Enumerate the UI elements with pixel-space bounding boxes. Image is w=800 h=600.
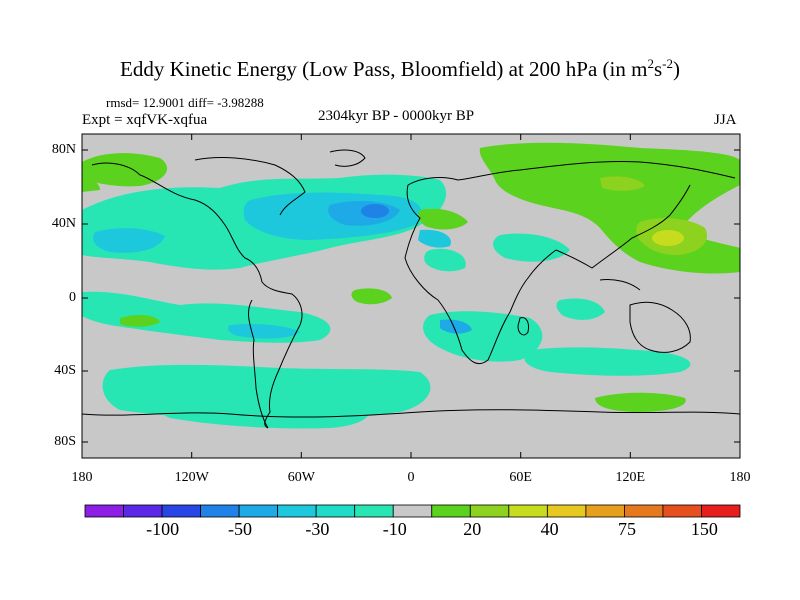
coastlines [82, 149, 740, 429]
stats-text: rmsd= 12.9001 diff= -3.98288 [106, 95, 264, 110]
period-label: 2304kyr BP - 0000kyr BP [318, 108, 475, 124]
colorbar-swatch [624, 504, 664, 518]
colorbar-label: 150 [690, 519, 718, 539]
colorbar-swatch [508, 504, 548, 518]
colorbar-swatch [662, 504, 702, 518]
lat-label-40n: 40N [51, 216, 76, 231]
lon-label-0: 0 [407, 470, 415, 485]
colorbar-label: 20 [463, 519, 482, 539]
colorbar-swatch [392, 504, 433, 518]
colorbar-swatch [431, 504, 471, 518]
colorbar-label: -50 [228, 519, 252, 539]
lon-label-120e: 120E [615, 470, 646, 485]
colorbar-swatch [123, 504, 163, 518]
title-main: Eddy Kinetic Energy (Low Pass, Bloomfiel… [120, 57, 648, 81]
title-mid: s [653, 57, 663, 81]
colorbar-label: 75 [618, 519, 636, 539]
colorbar-swatch [585, 504, 625, 518]
lat-label-0: 0 [69, 290, 76, 305]
colorbar [84, 504, 741, 518]
high-positive-regions [652, 230, 684, 246]
colorbar-swatch [161, 504, 201, 518]
lon-label-60e: 60E [509, 470, 532, 485]
lat-label-80s: 80S [54, 434, 76, 449]
map-field [82, 134, 740, 458]
title-end: ) [672, 57, 680, 81]
lat-label-80n: 80N [51, 142, 76, 157]
peak-anomaly-regions [361, 204, 389, 218]
colorbar-swatch [238, 504, 279, 518]
lon-ticks [81, 134, 741, 458]
colorbar-swatch [701, 504, 741, 518]
title-exp2: -2 [662, 56, 673, 71]
colorbar-swatch [546, 504, 587, 518]
colorbar-swatch [315, 504, 356, 518]
plot-title: Eddy Kinetic Energy (Low Pass, Bloomfiel… [0, 56, 800, 82]
colorbar-label: -30 [305, 519, 330, 539]
season-label: JJA [714, 112, 737, 128]
lon-label-180w: 180 [71, 470, 93, 485]
colorbar-swatch [84, 504, 124, 518]
colorbar-label: -100 [146, 519, 180, 539]
lat-label-40s: 40S [54, 363, 76, 378]
colorbar-swatch [200, 504, 240, 518]
lon-label-60w: 60W [287, 470, 315, 485]
lon-label-180e: 180 [729, 470, 751, 485]
title-exp1: 2 [647, 56, 654, 71]
colorbar-label: -10 [382, 519, 407, 539]
colorbar-label: 40 [540, 519, 559, 539]
colorbar-swatch [354, 504, 394, 518]
colorbar-swatch [277, 504, 317, 518]
colorbar-swatch [469, 504, 510, 518]
lat-ticks [82, 149, 740, 443]
lon-label-120w: 120W [174, 470, 209, 485]
experiment-label: Expt = xqfVK-xqfua [82, 112, 208, 128]
